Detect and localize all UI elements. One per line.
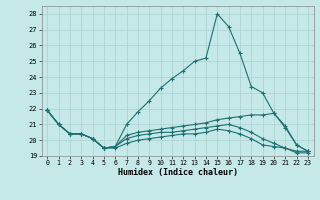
X-axis label: Humidex (Indice chaleur): Humidex (Indice chaleur) bbox=[118, 168, 237, 177]
